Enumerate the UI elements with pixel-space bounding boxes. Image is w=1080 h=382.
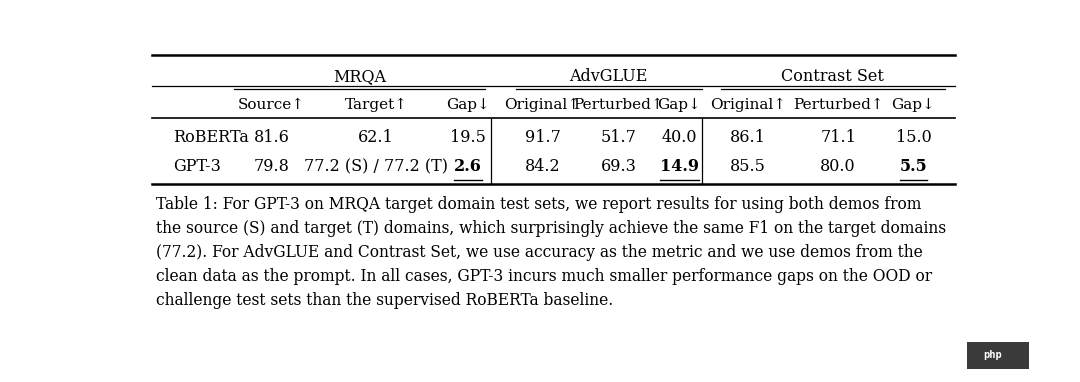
Text: Original↑: Original↑ — [504, 97, 581, 112]
Text: Perturbed↑: Perturbed↑ — [793, 98, 883, 112]
Text: Target↑: Target↑ — [345, 97, 407, 112]
FancyBboxPatch shape — [967, 342, 1029, 369]
Text: RoBERTa: RoBERTa — [173, 128, 248, 146]
Text: 69.3: 69.3 — [600, 158, 637, 175]
Text: 79.8: 79.8 — [254, 158, 289, 175]
Text: Perturbed↑: Perturbed↑ — [573, 98, 664, 112]
Text: Source↑: Source↑ — [238, 98, 305, 112]
Text: 86.1: 86.1 — [730, 128, 766, 146]
Text: 71.1: 71.1 — [820, 128, 856, 146]
Text: 80.0: 80.0 — [821, 158, 855, 175]
Text: 5.5: 5.5 — [900, 158, 928, 175]
Text: Gap↓: Gap↓ — [891, 98, 935, 112]
Text: 14.9: 14.9 — [660, 158, 699, 175]
Text: 2.6: 2.6 — [455, 158, 482, 175]
Text: 77.2 (S) / 77.2 (T): 77.2 (S) / 77.2 (T) — [305, 158, 448, 175]
Text: Contrast Set: Contrast Set — [781, 68, 883, 85]
Text: Table 1: For GPT-3 on MRQA target domain test sets, we report results for using : Table 1: For GPT-3 on MRQA target domain… — [156, 196, 946, 309]
Text: 51.7: 51.7 — [600, 128, 637, 146]
Text: 19.5: 19.5 — [450, 128, 486, 146]
Text: Original↑: Original↑ — [710, 97, 785, 112]
Text: 81.6: 81.6 — [254, 128, 289, 146]
Text: Gap↓: Gap↓ — [446, 98, 490, 112]
Text: 40.0: 40.0 — [661, 128, 697, 146]
Text: php: php — [984, 350, 1002, 360]
Text: 85.5: 85.5 — [730, 158, 766, 175]
Text: AdvGLUE: AdvGLUE — [569, 68, 648, 85]
Text: MRQA: MRQA — [333, 68, 386, 85]
Text: Gap↓: Gap↓ — [657, 98, 701, 112]
Text: 84.2: 84.2 — [525, 158, 561, 175]
Text: 62.1: 62.1 — [359, 128, 394, 146]
Text: 91.7: 91.7 — [525, 128, 561, 146]
Text: 15.0: 15.0 — [895, 128, 931, 146]
Text: GPT-3: GPT-3 — [173, 158, 220, 175]
